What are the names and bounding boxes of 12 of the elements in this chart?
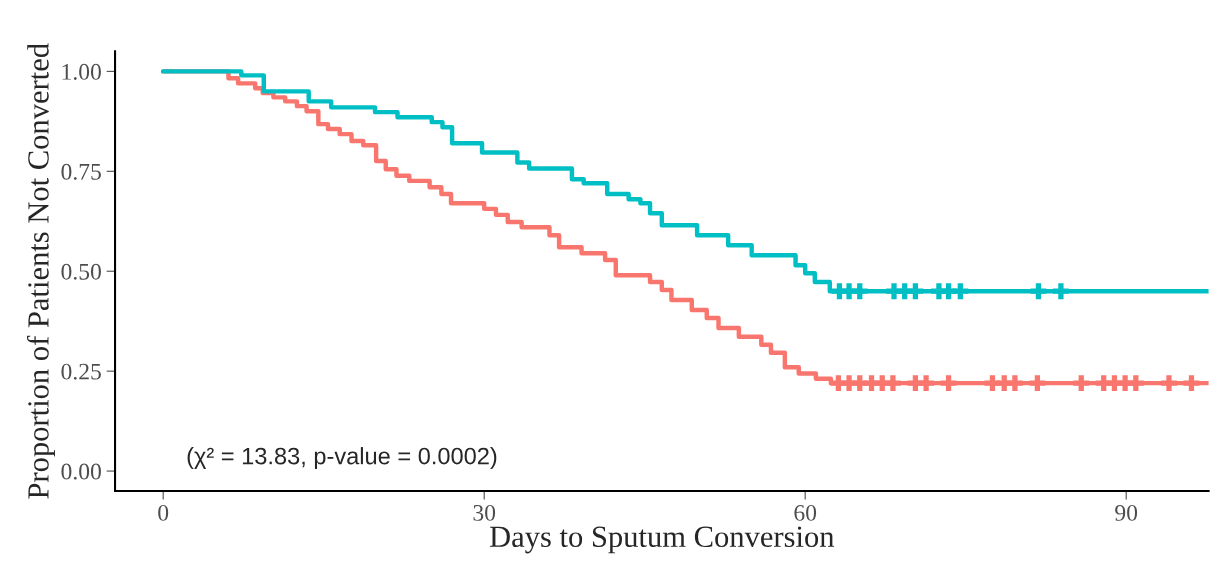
x-tick-label: 0 xyxy=(158,504,169,521)
y-tick-label: 0.00 xyxy=(61,463,101,480)
y-tick-label: 0.50 xyxy=(61,263,101,280)
x-axis-title: Days to Sputum Conversion xyxy=(489,526,835,554)
y-tick-label: 0.75 xyxy=(61,163,101,180)
y-tick-label: 0.25 xyxy=(61,363,101,380)
annotation: (χ² = 13.83, p-value = 0.0002) xyxy=(187,447,497,470)
y-tick-label: 1.00 xyxy=(62,63,101,80)
x-tick-label: 30 xyxy=(473,504,496,521)
x-tick-label: 90 xyxy=(1115,504,1138,521)
y-axis-title: Proportion of Patients Not Converted xyxy=(26,43,55,499)
x-tick-label: 60 xyxy=(794,504,817,521)
